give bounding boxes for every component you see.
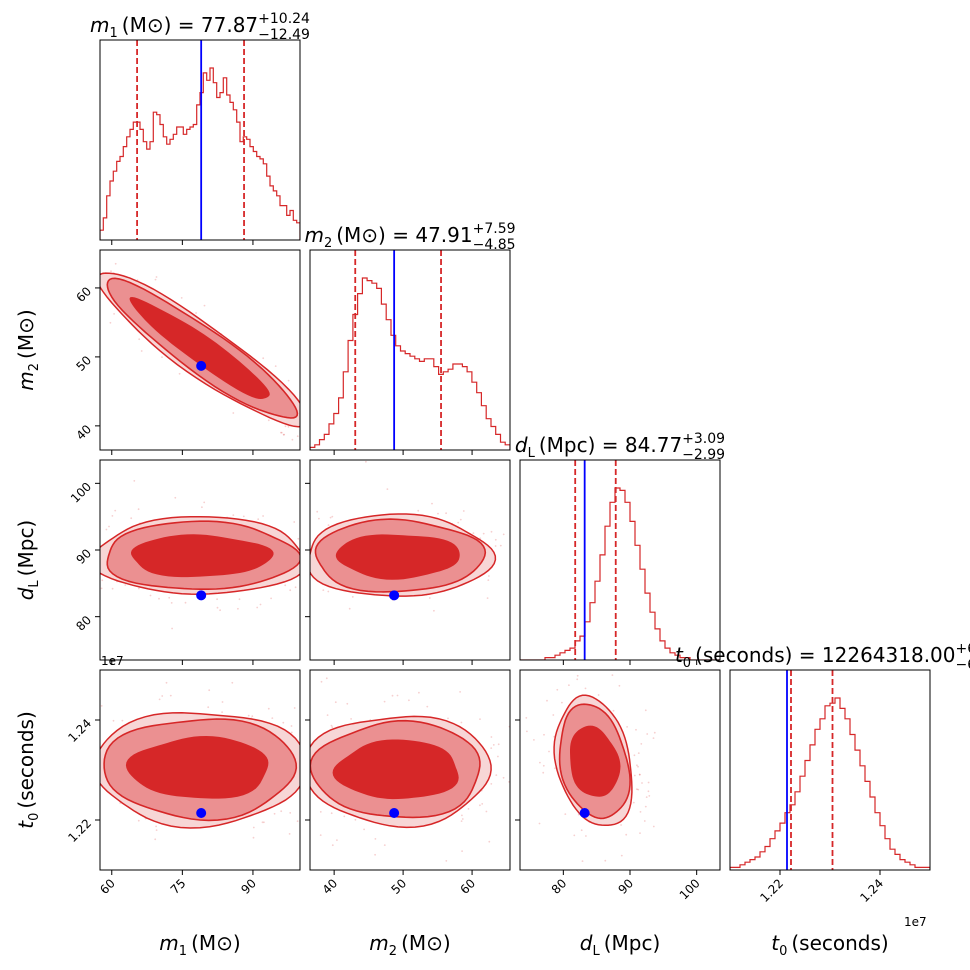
hist-dl: [520, 487, 720, 660]
truth-point: [196, 590, 207, 601]
truth-point: [579, 808, 590, 818]
offset-label-y: 1e7: [101, 654, 124, 668]
title-m1: m1 (M⊙) = 77.87+10.24 −12.49: [90, 11, 310, 43]
contour-inner: [570, 725, 621, 797]
hist-m1: [100, 67, 300, 240]
y-tick-label: 80: [73, 613, 94, 634]
x-tick-label: 50: [389, 876, 410, 897]
panel-dl-dl: dL (Mpc) = 84.77+3.09 −2.99: [515, 431, 725, 665]
axes-frame: [99, 459, 301, 661]
ylabel-t0: t0(seconds): [14, 711, 42, 828]
panel-m2-m1: 40 50 60: [73, 249, 301, 455]
contour-inner: [125, 736, 269, 799]
x-tick-label: 90: [238, 876, 259, 897]
y-tick-label: 1.22: [65, 816, 94, 845]
axes-frame: [99, 669, 301, 871]
xlabel-dl: dL (Mpc): [580, 931, 661, 959]
panel-t0-m2: 40 50 60: [305, 669, 511, 897]
x-tick-label: 1.22: [757, 876, 786, 905]
hist-t0: [730, 697, 930, 870]
ylabel-m2: m2(M⊙): [14, 309, 42, 390]
y-tick-label: 60: [73, 284, 94, 305]
x-tick-label: 100: [677, 876, 703, 902]
title-t0: t0(seconds) = 12264318.00+63−63: [675, 641, 970, 673]
panel-t0-dl: 80 90 100: [515, 669, 721, 902]
offset-label-x: 1e7: [904, 915, 927, 929]
x-tick-label: 40: [320, 876, 341, 897]
truth-point: [196, 360, 207, 371]
y-tick-label: 50: [73, 353, 94, 374]
contour-inner: [131, 534, 274, 578]
axes-frame: [309, 249, 511, 451]
axes-frame: [99, 39, 301, 241]
axes-frame: [519, 669, 721, 871]
panel-t0-t0: t0(seconds) = 12264318.00+63−63 1.22 1.24: [675, 641, 970, 905]
truth-point: [196, 808, 207, 818]
axes-frame: [309, 669, 511, 871]
y-tick-label: 100: [68, 480, 94, 506]
xlabel-m1: m1 (M⊙): [159, 931, 240, 959]
x-tick-label: 60: [97, 876, 118, 897]
axes-frame: [99, 249, 301, 451]
x-tick-label: 75: [168, 876, 189, 897]
hist-m2: [310, 277, 510, 450]
x-tick-label: 60: [457, 876, 478, 897]
title-dl: dL (Mpc) = 84.77+3.09 −2.99: [515, 431, 725, 463]
panel-dl-m2: [305, 459, 511, 665]
xlabel-m2: m2 (M⊙): [369, 931, 450, 959]
y-tick-label: 40: [73, 422, 94, 443]
panel-dl-m1: 80 90 100: [68, 459, 301, 665]
x-tick-label: 1.24: [857, 876, 886, 905]
x-tick-label: 90: [615, 876, 636, 897]
y-tick-label: 90: [73, 546, 94, 567]
truth-point: [389, 590, 400, 601]
panel-m2-m2: m2 (M⊙) = 47.91+7.59 −4.85: [304, 221, 516, 455]
contour-inner: [335, 534, 460, 580]
ylabel-dl: dL(Mpc): [14, 520, 42, 601]
panel-t0-m1: 60 75 90 1.22 1.24: [65, 669, 301, 897]
contour-inner: [332, 739, 459, 800]
axes-frame: [519, 459, 721, 661]
axes-frame: [729, 669, 931, 871]
truth-point: [389, 808, 400, 818]
y-tick-label: 1.24: [65, 716, 94, 745]
axes-frame: [309, 459, 511, 661]
xlabel-t0: t0 (seconds): [771, 931, 888, 959]
title-m2: m2 (M⊙) = 47.91+7.59 −4.85: [304, 221, 515, 253]
x-tick-label: 80: [549, 876, 570, 897]
panel-m1-m1: m1 (M⊙) = 77.87+10.24 −12.49: [90, 11, 310, 245]
contour-inner: [129, 297, 270, 399]
